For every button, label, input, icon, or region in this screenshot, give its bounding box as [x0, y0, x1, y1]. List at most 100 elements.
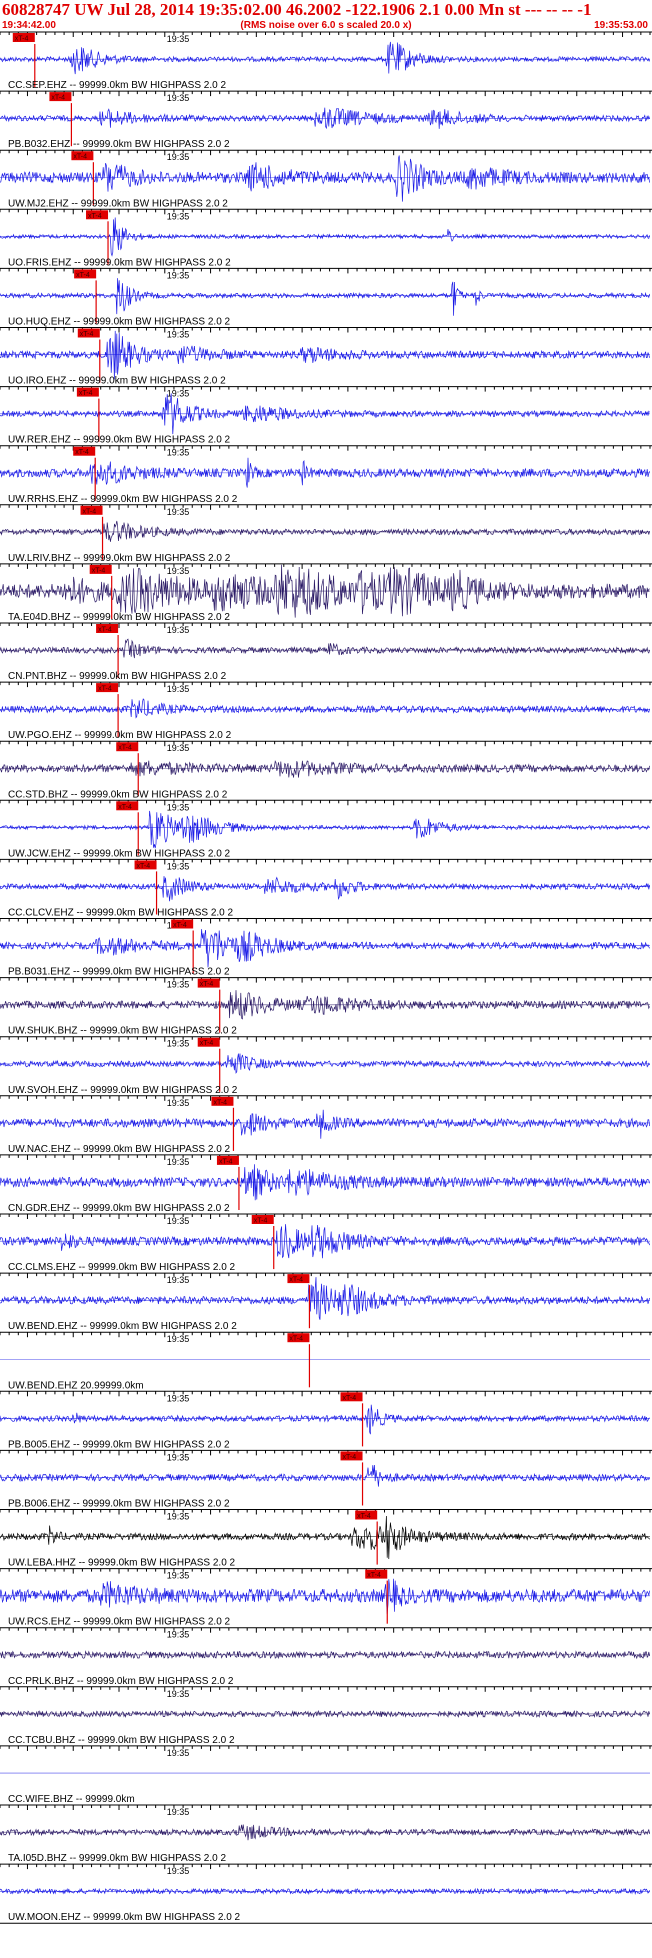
waveform-trace	[0, 810, 650, 849]
station-label: TA.E04D.BHZ -- 99999.0km BW HIGHPASS 2.0…	[8, 612, 230, 623]
station-label: CC.CLCV.EHZ -- 99999.0km BW HIGHPASS 2.0…	[8, 908, 234, 919]
station-label: UW.RRHS.EHZ -- 99999.0km BW HIGHPASS 2.0…	[8, 494, 238, 505]
pick-marker-label: xT-4	[137, 863, 151, 870]
pick-marker-flag	[116, 742, 139, 752]
minute-tick-label: 19:35	[167, 1689, 190, 1699]
pick-marker-label: xT-4	[289, 1336, 303, 1343]
trace-panel: 19:35 xT-4 UW.SHUK.BHZ -- 99999.0km BW HIG…	[0, 977, 652, 1037]
trace-panel: 19:35 xT-4 CN.PNT.BHZ -- 99999.0km BW HIGH…	[0, 622, 652, 682]
trace-panel: 19:35 xT-4 CC.STD.BHZ -- 99999.0km BW HIGH…	[0, 740, 652, 800]
trace-panel: 19:35 CC.PRLK.BHZ -- 99999.0km BW HIGHPAS…	[0, 1627, 652, 1687]
pick-marker-label: xT-4	[15, 36, 29, 43]
waveform-trace	[0, 564, 650, 618]
pick-marker-flag	[287, 1333, 310, 1343]
pick-marker-label: xT-4	[213, 1099, 227, 1106]
minute-tick-label: 19:35	[167, 684, 190, 694]
minute-tick-label: 19:35	[167, 1157, 190, 1167]
pick-marker-label: xT-4	[367, 1572, 381, 1579]
station-label: UW.BEND.EHZ 20.99999.0km	[8, 1380, 144, 1391]
pick-marker-flag	[197, 1037, 220, 1047]
pick-marker-label: xT-4	[80, 331, 94, 338]
trace-panel: 19:35 xT-4 UW.SVOH.EHZ -- 99999.0km BW HIG…	[0, 1036, 652, 1096]
trace-panel: 19:35 xT-4 UW.RER.EHZ -- 99999.0km BW HIGH…	[0, 386, 652, 446]
station-label: UW.PGO.EHZ -- 99999.0km BW HIGHPASS 2.0 …	[8, 730, 232, 741]
minute-tick-label: 19:35	[167, 1275, 190, 1285]
waveform-trace	[0, 1515, 650, 1560]
minute-tick-label: 19:35	[167, 1393, 190, 1403]
pick-marker-flag	[171, 919, 194, 929]
trace-panel: 19:35 xT-4 PB.B005.EHZ -- 99999.0km BW HIG…	[0, 1390, 652, 1450]
station-label: UW.NAC.EHZ -- 99999.0km BW HIGHPASS 2.0 …	[8, 1144, 231, 1155]
minute-tick-label: 19:35	[167, 743, 190, 753]
minute-tick-label: 19:35	[167, 1512, 190, 1522]
pick-marker-flag	[89, 564, 112, 574]
minute-tick-label: 19:35	[167, 1452, 190, 1462]
minute-tick-label: 19:35	[167, 93, 190, 103]
station-label: CC.CLMS.EHZ -- 99999.0km BW HIGHPASS 2.0…	[8, 1262, 236, 1273]
trace-panel: 19:35 xT-4 UW.PGO.EHZ -- 99999.0km BW HIGH…	[0, 681, 652, 741]
pick-marker-label: xT-4	[219, 1158, 233, 1165]
trace-panel: 19:35 xT-4 TA.E04D.BHZ -- 99999.0km BW HIG…	[0, 563, 652, 623]
pick-marker-flag	[96, 624, 119, 633]
station-label: UW.MOON.EHZ -- 99999.0km BW HIGHPASS 2.0…	[8, 1912, 241, 1923]
waveform-trace	[0, 457, 650, 488]
waveform-trace	[0, 1277, 650, 1320]
pick-marker-flag	[216, 1155, 239, 1165]
waveform-trace	[0, 41, 650, 75]
minute-tick-label: 19:35	[167, 270, 190, 280]
minute-tick-label: 19:35	[167, 861, 190, 871]
station-label: UW.RCS.EHZ -- 99999.0km BW HIGHPASS 2.0 …	[8, 1617, 231, 1628]
minute-tick-label: 19:35	[167, 1216, 190, 1226]
pick-marker-flag	[80, 505, 103, 515]
waveform-trace	[0, 1578, 650, 1615]
pick-marker-label: xT-4	[98, 686, 112, 693]
pick-marker-flag	[96, 683, 119, 693]
station-label: UW.SVOH.EHZ -- 99999.0km BW HIGHPASS 2.0…	[8, 1085, 238, 1096]
waveform-trace	[0, 155, 650, 202]
pick-marker-label: xT-4	[76, 272, 90, 279]
pick-marker-flag	[12, 33, 35, 42]
pick-marker-flag	[74, 269, 97, 279]
trace-panel: 19:35 xT-4 UW.MJ2.EHZ -- 99999.0km BW HIGH…	[0, 149, 652, 209]
station-label: CN.PNT.BHZ -- 99999.0km BW HIGHPASS 2.0 …	[8, 671, 227, 682]
station-label: CN.GDR.EHZ -- 99999.0km BW HIGHPASS 2.0 …	[8, 1203, 230, 1214]
minute-tick-label: 19:35	[167, 1866, 190, 1876]
trace-panel: 19:35 xT-4 CN.GDR.EHZ -- 99999.0km BW HIGH…	[0, 1154, 652, 1214]
station-label: PB.B032.EHZ -- 99999.0km BW HIGHPASS 2.0…	[8, 139, 230, 150]
pick-marker-label: xT-4	[88, 213, 102, 220]
trace-panel: 19:35 CC.WIFE.BHZ -- 99999.0km	[0, 1745, 652, 1805]
pick-marker-flag	[251, 1215, 274, 1224]
trace-panel: 19:35 xT-4 UW.RRHS.EHZ -- 99999.0km BW HIG…	[0, 445, 652, 505]
noise-scaling-note: (RMS noise over 6.0 s scaled 20.0 x)	[240, 20, 412, 31]
minute-tick-label: 19:35	[167, 34, 190, 44]
station-label: CC.PRLK.BHZ -- 99999.0km BW HIGHPASS 2.0…	[8, 1676, 234, 1687]
minute-tick-label: 19:35	[167, 389, 190, 399]
station-label: CC.STD.BHZ -- 99999.0km BW HIGHPASS 2.0 …	[8, 789, 228, 800]
station-label: UW.SHUK.BHZ -- 99999.0km BW HIGHPASS 2.0…	[8, 1026, 237, 1037]
minute-tick-label: 19:35	[167, 802, 190, 812]
station-label: PB.B005.EHZ -- 99999.0km BW HIGHPASS 2.0…	[8, 1439, 230, 1450]
pick-marker-label: xT-4	[75, 449, 89, 456]
pick-marker-label: xT-4	[254, 1218, 268, 1225]
pick-marker-label: xT-4	[79, 390, 93, 397]
minute-tick-label: 19:35	[167, 211, 190, 221]
waveform-trace	[0, 330, 650, 380]
station-label: UO.FRIS.EHZ -- 99999.0km BW HIGHPASS 2.0…	[8, 257, 231, 268]
figure-title: 60828747 UW Jul 28, 2014 19:35:02.00 46.…	[2, 0, 592, 19]
end-time-label: 19:35:53.00	[594, 20, 648, 31]
waveform-trace	[0, 1404, 650, 1435]
trace-panel: 19:35 xT-4 UW.LEBA.HHZ -- 99999.0km BW HIG…	[0, 1509, 652, 1569]
minute-tick-label: 19:35	[167, 1748, 190, 1758]
station-label: CC.WIFE.BHZ -- 99999.0km	[8, 1794, 135, 1805]
waveform-trace	[0, 520, 650, 542]
pick-marker-label: xT-4	[73, 154, 87, 161]
waveform-trace	[0, 1824, 650, 1841]
minute-tick-label: 19:35	[167, 1630, 190, 1640]
minute-tick-label: 19:35	[167, 625, 190, 635]
minute-tick-label: 19:35	[167, 152, 190, 162]
station-label: UO.IRO.EHZ -- 99999.0km BW HIGHPASS 2.0 …	[8, 376, 226, 387]
pick-marker-label: xT-4	[98, 627, 112, 634]
pick-marker-flag	[134, 860, 157, 870]
